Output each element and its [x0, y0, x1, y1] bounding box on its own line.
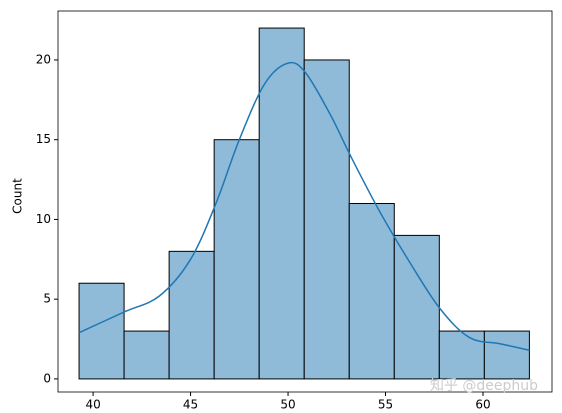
bar: [393, 234, 440, 380]
x-tick-label: 50: [280, 398, 295, 412]
y-tick-label: 15: [36, 132, 51, 146]
bar: [303, 59, 350, 380]
bar: [483, 330, 530, 380]
y-tick-label: 20: [36, 52, 51, 66]
kde-line: [78, 61, 530, 351]
bar: [348, 202, 395, 380]
y-tick-label: 0: [43, 371, 51, 385]
y-tick-label: 5: [43, 292, 51, 306]
y-tick-label: 10: [36, 212, 51, 226]
bar: [168, 250, 215, 380]
bar: [258, 27, 305, 380]
bar: [438, 330, 485, 380]
x-tick-label: 60: [475, 398, 490, 412]
plot-frame: [57, 10, 553, 393]
watermark: 知乎 @deephub: [430, 377, 538, 394]
x-tick-label: 40: [85, 398, 100, 412]
bar: [123, 330, 170, 380]
x-tick-label: 45: [183, 398, 198, 412]
bar: [213, 139, 260, 380]
x-tick-label: 55: [378, 398, 393, 412]
y-axis-label: Count: [11, 178, 25, 214]
bar: [78, 282, 125, 380]
